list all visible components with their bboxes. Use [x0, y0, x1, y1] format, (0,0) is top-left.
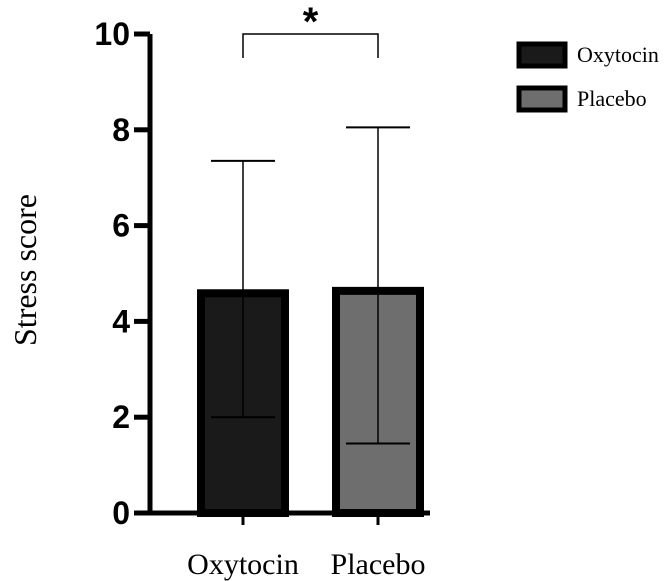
- x-tick-label-placebo: Placebo: [331, 548, 426, 581]
- legend-swatch-oxytocin: [516, 41, 568, 69]
- y-tick-label: 0: [112, 495, 130, 531]
- legend-swatch-placebo: [516, 85, 568, 113]
- x-tick-label-oxytocin: Oxytocin: [187, 548, 299, 581]
- significance-line: [242, 33, 379, 58]
- legend: Oxytocin Placebo: [516, 41, 659, 113]
- y-tick-label: 4: [112, 303, 130, 339]
- y-tick-label: 2: [112, 399, 130, 435]
- bars: [197, 286, 424, 518]
- y-tick-label: 6: [112, 208, 130, 244]
- legend-label-oxytocin: Oxytocin: [577, 42, 659, 67]
- y-axis-title: Stress score: [7, 194, 43, 346]
- error-bars: [211, 126, 410, 445]
- y-ticks: 0 2 4 6 8 10: [94, 16, 150, 531]
- y-tick-label: 8: [112, 112, 130, 148]
- significance-asterisk: *: [303, 0, 319, 44]
- y-tick-label: 10: [94, 16, 130, 52]
- significance-bracket: *: [242, 0, 379, 58]
- x-ticks: Oxytocin Placebo: [187, 513, 425, 581]
- legend-label-placebo: Placebo: [577, 86, 647, 111]
